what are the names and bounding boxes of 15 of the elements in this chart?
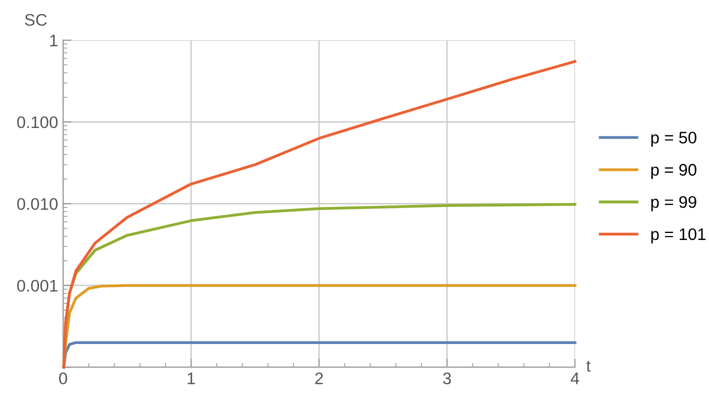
legend-label: p = 101 <box>651 228 706 244</box>
legend-label: p = 50 <box>651 132 696 147</box>
y-axis-title: SC <box>24 14 47 26</box>
y-tick-label: 0.100 <box>17 116 58 128</box>
legend-label: p = 99 <box>651 196 696 212</box>
y-tick-label: 0.010 <box>17 198 58 210</box>
y-tick-label: 0.001 <box>17 280 58 292</box>
x-tick-label: 3 <box>443 372 451 384</box>
x-tick-label: 0 <box>59 372 68 384</box>
x-axis-title: t <box>586 360 591 372</box>
x-tick-label: 4 <box>570 372 580 384</box>
x-tick-label: 1 <box>188 372 195 384</box>
y-tick-label: 1 <box>50 34 58 46</box>
legend-label: p = 90 <box>651 164 696 180</box>
x-tick-label: 2 <box>315 372 323 384</box>
